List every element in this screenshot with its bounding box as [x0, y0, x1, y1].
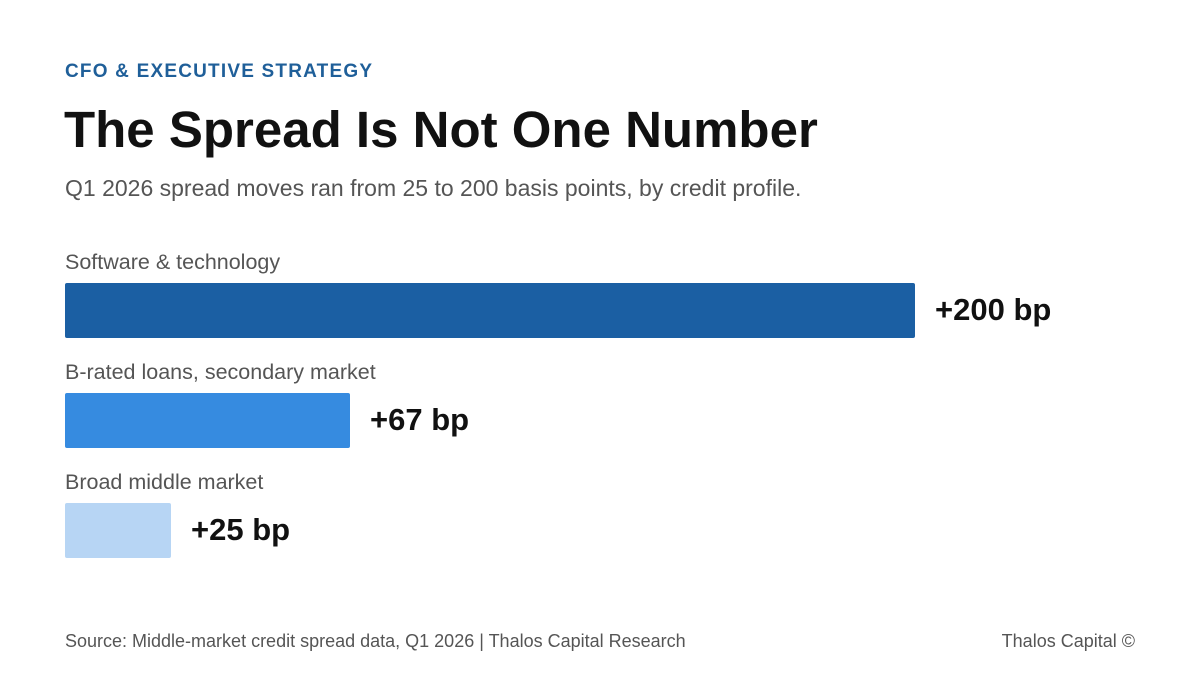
category-label: Software & technology [65, 250, 281, 274]
value-label: +67 bp [370, 402, 470, 437]
category-label: B-rated loans, secondary market [65, 360, 376, 384]
value-label: +25 bp [191, 512, 291, 547]
source-note: Source: Middle-market credit spread data… [65, 631, 686, 651]
chart-row: Broad middle market +25 bp [65, 465, 1165, 565]
brand-mark: Thalos Capital © [1001, 631, 1135, 651]
kicker: CFO & EXECUTIVE STRATEGY [65, 61, 374, 82]
bar-chart: Software & technology +200 bp B-rated lo… [65, 245, 1165, 575]
chart-row: Software & technology +200 bp [65, 245, 1165, 345]
bar [65, 393, 350, 448]
page-title: The Spread Is Not One Number [64, 101, 818, 158]
value-label: +200 bp [935, 292, 1052, 327]
bar [65, 503, 171, 558]
chart-row: B-rated loans, secondary market +67 bp [65, 355, 1165, 455]
bar [65, 283, 915, 338]
subtitle: Q1 2026 spread moves ran from 25 to 200 … [65, 175, 802, 201]
category-label: Broad middle market [65, 470, 264, 494]
